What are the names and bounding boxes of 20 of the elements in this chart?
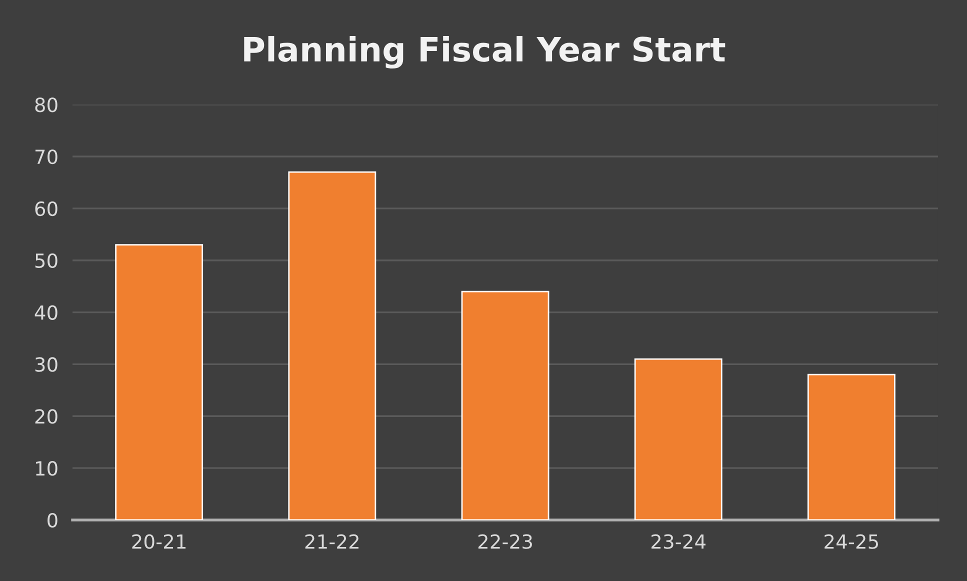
x-tick-label: 22-23	[478, 534, 532, 549]
x-tick-label: 20-21	[132, 534, 186, 549]
x-tick-label: 23-24	[652, 534, 706, 549]
bar	[288, 171, 376, 520]
y-tick-label: 50	[35, 253, 58, 268]
y-tick-label: 20	[35, 409, 58, 424]
bar	[115, 244, 204, 520]
bar	[807, 374, 896, 520]
x-tick-label: 24-25	[824, 534, 878, 549]
y-tick-label: 80	[35, 98, 58, 112]
y-tick-label: 60	[35, 201, 58, 216]
x-tick-label: 21-22	[305, 534, 358, 549]
y-tick-label: 30	[35, 357, 58, 372]
y-tick-label: 40	[34, 305, 58, 320]
y-tick-label: 70	[35, 149, 58, 164]
y-tick-label: 10	[36, 461, 58, 476]
bar	[634, 358, 722, 520]
y-tick-label: 0	[48, 512, 58, 528]
chart-title: Planning Fiscal Year Start	[244, 36, 726, 69]
bar	[461, 290, 550, 520]
